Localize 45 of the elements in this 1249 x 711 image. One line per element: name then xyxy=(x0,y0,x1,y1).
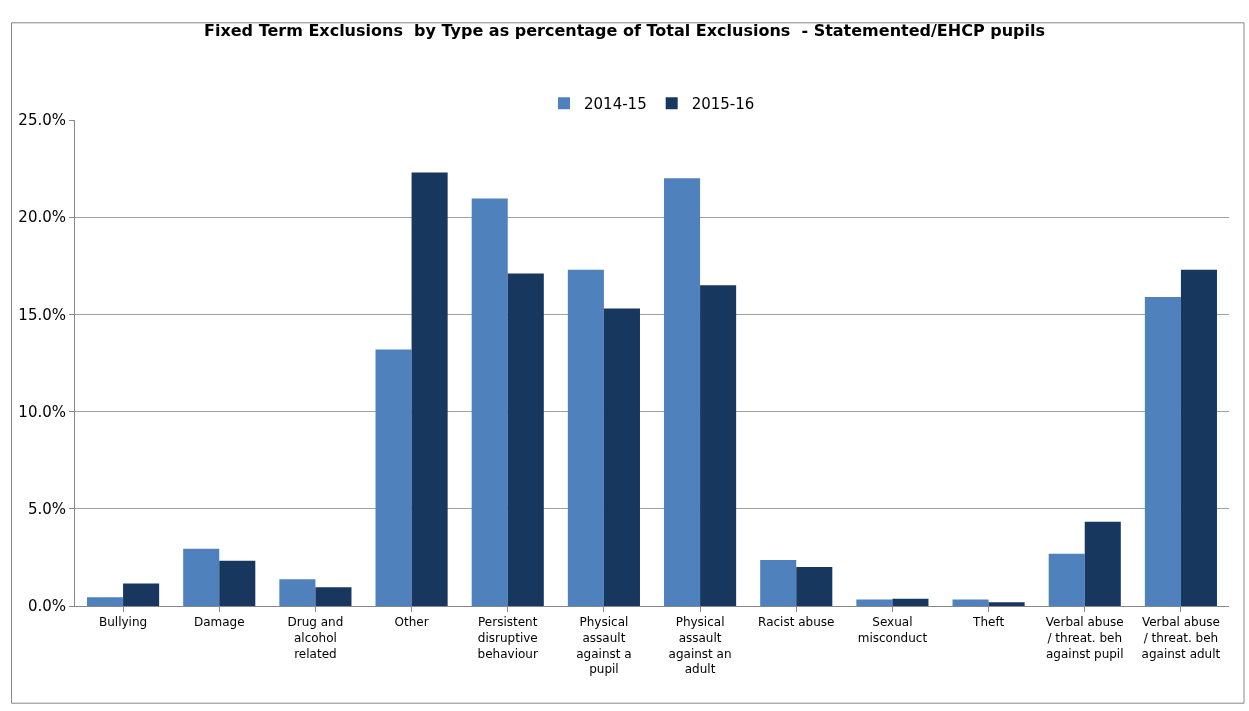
x-tick-label: Physical assault against a pupil xyxy=(576,615,632,677)
bar xyxy=(856,599,893,606)
bar xyxy=(1084,521,1121,606)
x-tick-label: Persistent disruptive behaviour xyxy=(477,615,538,661)
legend-label: 2014-15 xyxy=(584,95,647,114)
x-tick-label: Other xyxy=(394,615,429,630)
bar xyxy=(760,560,797,606)
x-tick-label: Bullying xyxy=(98,615,148,630)
x-tick-label: Damage xyxy=(193,615,245,630)
bar xyxy=(892,598,929,606)
legend-label: 2015-16 xyxy=(691,95,755,114)
y-tick-label: 5.0% xyxy=(27,500,66,519)
x-tick-label: Theft xyxy=(972,615,1005,630)
bar xyxy=(1180,269,1217,606)
bar xyxy=(1048,553,1085,606)
y-tick-label: 20.0% xyxy=(18,208,66,227)
bar xyxy=(796,567,833,606)
bar xyxy=(411,172,448,606)
bar xyxy=(219,560,256,606)
bar xyxy=(664,178,701,606)
y-tick-label: 25.0% xyxy=(18,111,66,130)
bar xyxy=(87,597,124,606)
bar xyxy=(123,583,160,606)
bar xyxy=(375,349,412,606)
bar xyxy=(1144,296,1181,606)
y-tick-label: 15.0% xyxy=(18,305,66,324)
bar xyxy=(183,548,220,606)
x-tick-label: Sexual misconduct xyxy=(857,615,928,645)
bar xyxy=(507,273,544,606)
bar xyxy=(471,198,508,606)
bar xyxy=(315,587,352,606)
bar xyxy=(279,579,316,606)
x-tick-label: Racist abuse xyxy=(758,615,835,630)
y-tick-label: 0.0% xyxy=(27,597,66,616)
x-tick-label: Verbal abuse / threat. beh against adult xyxy=(1141,615,1221,661)
bar xyxy=(603,308,640,606)
x-tick-label: Drug and alcohol related xyxy=(287,615,344,661)
bar xyxy=(567,269,604,606)
bar xyxy=(700,285,737,606)
y-tick-label: 10.0% xyxy=(18,402,66,421)
chart-title: Fixed Term Exclusions by Type as percentage of Total Exclusions - Statemented/EHCP pupils xyxy=(204,21,1045,41)
x-tick-label: Verbal abuse / threat. beh against pupil xyxy=(1045,615,1124,661)
x-tick-label: Physical assault against an adult xyxy=(668,615,732,677)
bar xyxy=(988,602,1025,606)
bar xyxy=(952,599,989,606)
